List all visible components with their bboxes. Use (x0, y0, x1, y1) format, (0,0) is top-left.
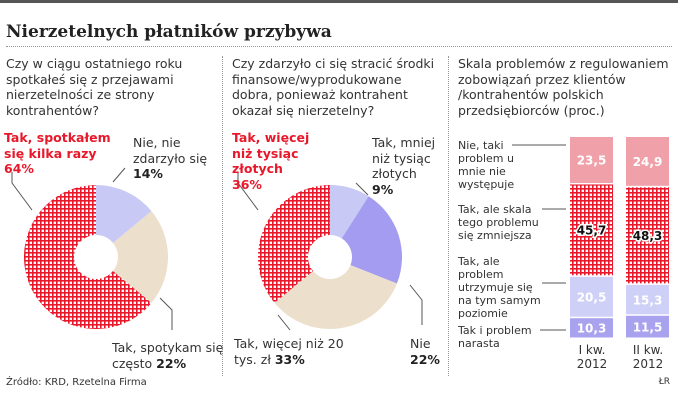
legend-decreasing: Tak, ale skala tego problemu się zmniejs… (458, 203, 539, 242)
question-1: Czy w ciągu ostatniego roku spotkałeś si… (6, 56, 183, 118)
donut-slice (112, 211, 169, 303)
donut-slice (24, 185, 152, 329)
source-note: Źródło: KRD, Rzetelna Firma (6, 377, 147, 388)
slice-label-d1-no: Nie, nie zdarzyło się 14% (133, 135, 208, 181)
legend-no-problem: Nie, taki problem u mnie nie występuje (458, 139, 515, 191)
column-divider (222, 56, 223, 376)
donut-slice (330, 185, 369, 239)
bar-value-label: 10,3 (577, 322, 607, 336)
bar-segment (570, 318, 613, 338)
bar-segment (570, 276, 613, 317)
bar-value-label: 24,9 (633, 155, 663, 169)
slice-label-d1-many: Tak, spotkałem się kilka razy 64% (4, 130, 111, 176)
bar-segment (570, 137, 613, 183)
donut-slice (96, 185, 152, 243)
slice-label-d2-more1k: Tak, więcej niż tysiąc złotych 36% (232, 130, 310, 192)
bar-value-label: 23,5 (577, 154, 607, 168)
bar-segment (626, 187, 669, 284)
bar-value-label: 11,5 (633, 320, 663, 334)
slice-label-d2-no: Nie 22% (410, 336, 440, 367)
slice-label-d2-less1k: Tak, mniej niż tysiąc złotych 9% (372, 135, 436, 197)
bar-value-label: 20,5 (577, 290, 607, 304)
author-initials: ŁR (658, 377, 670, 387)
top-rule (0, 0, 678, 3)
page-title: Nierzetelnych płatników przybywa (6, 22, 332, 42)
bar-segment (570, 184, 613, 276)
bar-value-label: 48,3 (633, 229, 663, 243)
bar-segment (626, 315, 669, 338)
category-label: II kw. 2012 (632, 343, 664, 371)
title-divider (6, 46, 672, 47)
column-divider (448, 56, 449, 376)
category-label: I kw. 2012 (576, 343, 608, 371)
legend-same: Tak, ale problem utrzymuje się na tym sa… (458, 255, 541, 320)
question-2: Czy zdarzyło ci się stracić środki finan… (232, 56, 435, 118)
bar-chart-title: Skala problemów z regulowaniem zobowiąza… (458, 56, 669, 118)
legend-growing: Tak i problem narasta (458, 324, 532, 350)
bar-value-label: 45,7 (577, 224, 607, 238)
slice-label-d1-often: Tak, spotykam się często 22% (112, 340, 224, 371)
slice-label-d2-20k: Tak, więcej niż 20 tys. zł 33% (234, 336, 344, 367)
bar-value-label: 15,3 (633, 293, 663, 307)
bar-segment (626, 284, 669, 315)
donut-slice (341, 196, 402, 284)
bar-segment (626, 137, 669, 186)
donut-slice (257, 184, 330, 303)
donut-slice (274, 265, 397, 329)
